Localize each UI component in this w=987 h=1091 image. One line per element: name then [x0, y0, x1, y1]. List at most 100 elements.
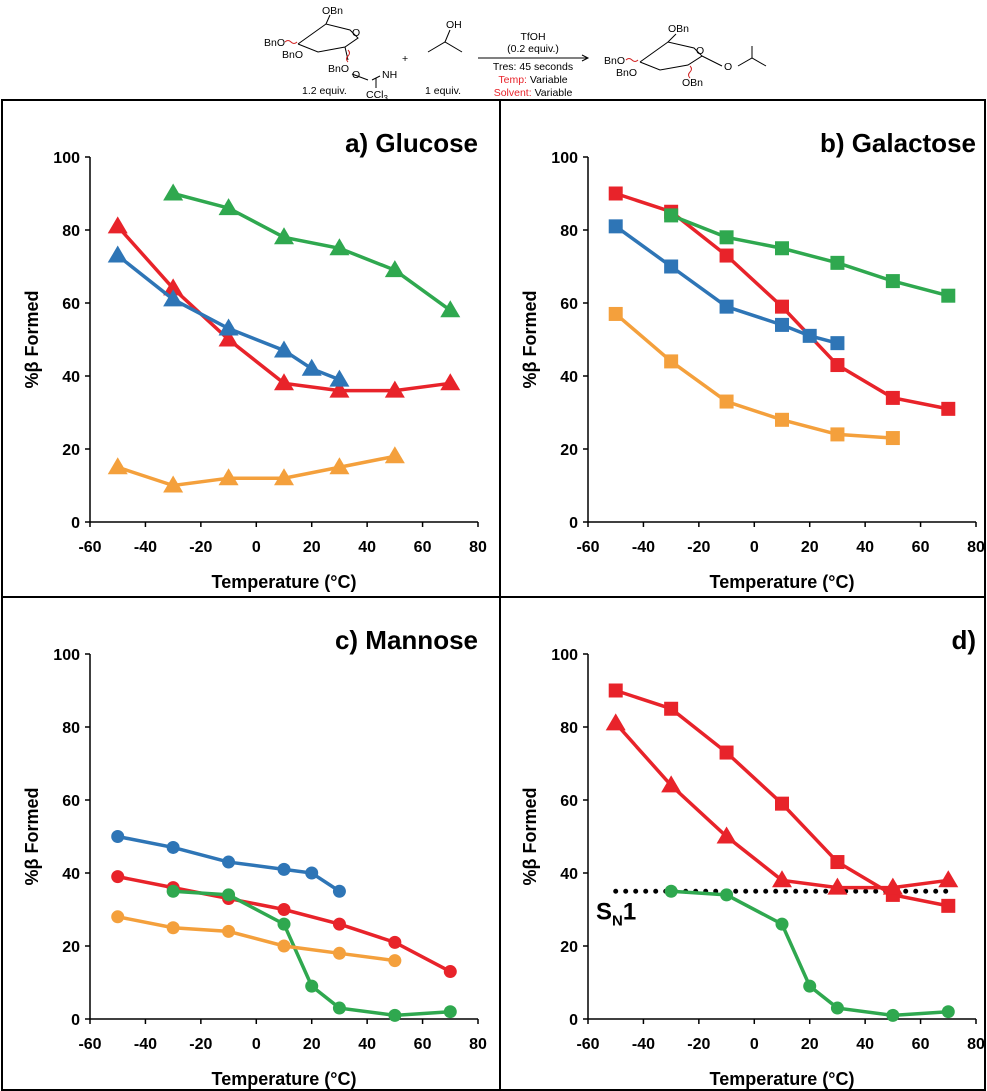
y-tick-label: 100 [53, 647, 80, 664]
marker [719, 745, 734, 760]
bond [325, 14, 331, 25]
marker [107, 457, 128, 475]
isopropyl [737, 57, 767, 67]
panel-frames [1, 99, 986, 1091]
marker [329, 369, 350, 387]
x-tick-label: 40 [358, 539, 376, 556]
marker [608, 186, 623, 201]
y-tick-label: 40 [560, 866, 578, 883]
series-line [671, 889, 949, 1018]
series-line [173, 889, 451, 1018]
chart: 0 20 40 60 80 100 -60 -40 -20 0 20 40 60 80 d) Temperat… [520, 625, 985, 1089]
atom-label: NH [382, 69, 397, 81]
chart: 0 20 40 60 80 100 -60 -40 -20 0 20 40 60 80 c) Mannose… [22, 625, 487, 1089]
bond [444, 29, 451, 43]
marker [111, 830, 125, 843]
marker [305, 866, 319, 880]
marker [305, 979, 319, 993]
series-line [614, 312, 893, 440]
y-axis-label: %β Formed [520, 788, 540, 886]
scheme-labels: OBn BnO BnO O BnO O NH CCl3 1.2 equiv. +… [264, 5, 732, 103]
y-tick-label: 0 [71, 515, 80, 532]
marker [388, 1008, 402, 1022]
x-tick-label: 60 [912, 1036, 930, 1053]
x-tick-label: 60 [414, 539, 432, 556]
solvent: Solvent: Variable [494, 87, 573, 99]
marker [329, 457, 350, 475]
y-axis-label: %β Formed [22, 291, 42, 389]
marker [443, 965, 457, 979]
marker [605, 713, 626, 731]
atom-label: OH [446, 19, 462, 31]
atom-label: BnO [616, 67, 637, 79]
marker [941, 401, 956, 416]
marker [218, 329, 239, 347]
series-line [172, 191, 452, 312]
y-tick-label: 20 [62, 442, 80, 459]
x-tick-label: 20 [303, 1036, 321, 1053]
marker [107, 216, 128, 234]
marker [827, 877, 848, 895]
annotation-suffix: 1 [623, 898, 636, 925]
atom-label: CCl [366, 89, 384, 101]
marker [277, 903, 291, 916]
y-tick-label: 0 [569, 515, 578, 532]
marker [719, 299, 734, 314]
marker [885, 390, 900, 405]
y-tick-label: 80 [62, 223, 80, 240]
marker [111, 910, 125, 924]
x-tick-label: -60 [576, 1036, 599, 1053]
solvent-value: Variable [535, 87, 573, 99]
marker [166, 921, 180, 935]
y-axis-label: %β Formed [520, 291, 540, 389]
marker [163, 278, 184, 296]
atom-label: O [696, 45, 704, 57]
annotation-text: S [596, 898, 612, 925]
marker [440, 300, 461, 318]
marker [163, 183, 184, 201]
temp-label: Temp: [498, 74, 527, 86]
y-tick-label: 80 [62, 720, 80, 737]
marker [222, 924, 236, 938]
marker [332, 917, 346, 931]
y-tick-label: 20 [62, 939, 80, 956]
bond [667, 33, 677, 43]
chart-title: a) Glucose [345, 128, 478, 158]
x-axis-label: Temperature (°C) [212, 1069, 357, 1089]
reagent-amount: (0.2 equiv.) [507, 43, 559, 55]
x-tick-label: 80 [469, 1036, 487, 1053]
x-tick-label: 20 [303, 539, 321, 556]
x-tick-label: 0 [750, 539, 759, 556]
marker [719, 248, 734, 263]
x-tick-label: 80 [967, 1036, 985, 1053]
marker [277, 917, 291, 931]
atom-label: CCl3 [366, 89, 389, 103]
y-tick-label: 40 [62, 866, 80, 883]
atom-label: BnO [282, 49, 303, 61]
series-line [116, 225, 451, 393]
marker [775, 299, 789, 314]
x-tick-label: -20 [189, 1036, 212, 1053]
x-tick-label: 80 [469, 539, 487, 556]
marker [775, 241, 789, 256]
y-tick-label: 20 [560, 442, 578, 459]
marker [608, 219, 623, 234]
y-tick-label: 80 [560, 720, 578, 737]
marker [830, 336, 845, 351]
product-ring [639, 41, 703, 71]
x-tick-label: -40 [134, 1036, 157, 1053]
y-tick-label: 100 [551, 647, 578, 664]
atom-label: O [352, 27, 360, 39]
atom-label: O [724, 61, 732, 73]
marker [163, 289, 184, 307]
marker [661, 775, 682, 793]
marker [332, 946, 346, 960]
x-tick-label: 20 [801, 1036, 819, 1053]
marker [716, 826, 737, 844]
chart-title: b) Galactose [820, 128, 976, 158]
y-tick-label: 100 [53, 150, 80, 167]
x-axis-label: Temperature (°C) [710, 572, 855, 592]
marker [772, 870, 792, 888]
marker [274, 373, 294, 391]
bond [701, 55, 723, 67]
